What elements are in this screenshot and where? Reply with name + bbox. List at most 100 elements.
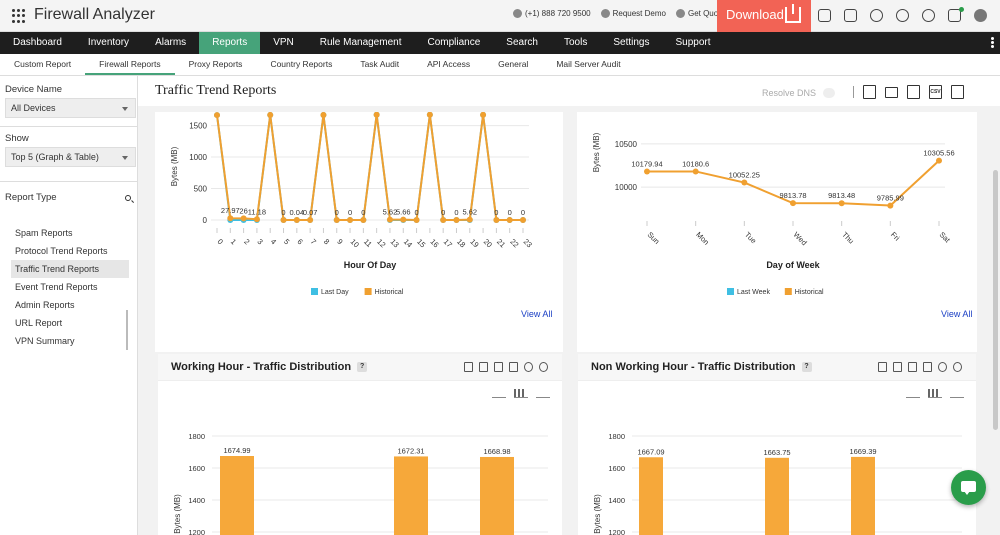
excel-icon[interactable]: [951, 85, 964, 99]
refresh-icon[interactable]: [524, 362, 533, 372]
data-label: 9813.48: [828, 191, 855, 200]
search-icon[interactable]: [125, 195, 131, 201]
show-label: Show: [5, 133, 29, 144]
csv-icon[interactable]: [494, 362, 503, 372]
data-point: [400, 216, 407, 223]
legend-label: Historical: [375, 289, 404, 296]
sidebar-scrollbar[interactable]: [126, 310, 128, 350]
area-chart-icon[interactable]: [492, 389, 506, 398]
expand-icon[interactable]: [953, 362, 962, 372]
search-icon[interactable]: [870, 9, 883, 22]
y-axis-label: Bytes (MB): [593, 494, 602, 534]
page-scrollbar[interactable]: [993, 115, 998, 535]
nav-inventory[interactable]: Inventory: [87, 37, 130, 48]
nav-vpn[interactable]: VPN: [273, 37, 294, 48]
x-tick-label: Sat: [938, 230, 953, 245]
weekly-trend-panel: 100001050011000Bytes (MB)SunMonTueWedThu…: [577, 97, 977, 352]
sidebar-item-vpn-summary[interactable]: VPN Summary: [15, 336, 75, 346]
data-label: 5.62: [383, 208, 398, 217]
avatar[interactable]: [974, 9, 987, 22]
nav-search[interactable]: Search: [506, 37, 538, 48]
panel-title: Working Hour - Traffic Distribution?: [171, 361, 368, 373]
expand-icon[interactable]: [539, 362, 548, 372]
x-tick-label: Mon: [694, 230, 711, 247]
sidebar-item-url-report[interactable]: URL Report: [15, 318, 63, 328]
sidebar-item-admin-reports[interactable]: Admin Reports: [15, 300, 75, 310]
show-select[interactable]: Top 5 (Graph & Table): [5, 147, 136, 167]
get-quote-link[interactable]: Get Quote: [675, 9, 725, 18]
sidebar-item-event-trend-reports[interactable]: Event Trend Reports: [15, 282, 98, 292]
excel-icon[interactable]: [923, 362, 932, 372]
subnav-proxy-reports[interactable]: Proxy Reports: [188, 59, 243, 69]
app-grid-icon[interactable]: [12, 9, 26, 23]
rocket-icon[interactable]: [818, 9, 831, 22]
line-chart-icon[interactable]: [536, 389, 550, 398]
subnav-custom-report[interactable]: Custom Report: [14, 59, 72, 69]
help-icon[interactable]: ?: [801, 362, 812, 373]
x-tick-label: Tue: [743, 230, 758, 245]
y-tick-label: 1800: [188, 432, 205, 441]
sidebar-item-protocol-trend-reports[interactable]: Protocol Trend Reports: [15, 246, 108, 256]
video-icon[interactable]: [844, 9, 857, 22]
pdf-icon[interactable]: [893, 362, 902, 372]
license-icon[interactable]: [948, 7, 964, 22]
scrollbar-thumb[interactable]: [993, 170, 998, 430]
resolve-dns-toggle[interactable]: [823, 88, 835, 98]
bar-chart-icon[interactable]: [514, 389, 528, 398]
nav-alarms[interactable]: Alarms: [155, 37, 187, 48]
y-tick-label: 1500: [189, 122, 207, 131]
schedule-icon[interactable]: [863, 85, 876, 99]
request-demo-link[interactable]: Request Demo: [600, 9, 666, 18]
mail-icon[interactable]: [878, 362, 887, 372]
subnav-mail-server-audit[interactable]: Mail Server Audit: [556, 59, 621, 69]
line-chart-icon[interactable]: [950, 389, 964, 398]
sidebar-item-traffic-trend-reports[interactable]: Traffic Trend Reports: [11, 260, 129, 278]
nav-support[interactable]: Support: [675, 37, 711, 48]
x-tick-label: 17: [442, 237, 454, 249]
gear-icon[interactable]: [922, 9, 935, 22]
sidebar-divider: [0, 126, 138, 127]
bar: [480, 456, 514, 535]
view-all-link[interactable]: View All: [941, 309, 973, 319]
subnav-task-audit[interactable]: Task Audit: [360, 59, 400, 69]
chat-button[interactable]: [951, 470, 986, 505]
subnav-country-reports[interactable]: Country Reports: [270, 59, 333, 69]
bar-chart-icon[interactable]: [928, 389, 942, 398]
subnav-api-access[interactable]: API Access: [427, 59, 471, 69]
excel-icon[interactable]: [509, 362, 518, 372]
y-axis-label: Bytes (MB): [173, 494, 182, 534]
subnav-general[interactable]: General: [498, 59, 529, 69]
csv-icon[interactable]: [908, 362, 917, 372]
subnav-firewall-reports[interactable]: Firewall Reports: [85, 54, 175, 75]
nav-dashboard[interactable]: Dashboard: [13, 37, 62, 48]
pdf-icon[interactable]: [479, 362, 488, 372]
refresh-icon[interactable]: [938, 362, 947, 372]
data-point: [692, 168, 699, 175]
nav-tools[interactable]: Tools: [563, 37, 588, 48]
pdf-icon[interactable]: [907, 85, 920, 99]
sidebar-item-spam-reports[interactable]: Spam Reports: [15, 228, 73, 238]
nav-reports[interactable]: Reports: [199, 32, 261, 54]
phone-link[interactable]: (+1) 888 720 9500: [513, 9, 591, 18]
help-icon[interactable]: ?: [357, 362, 368, 373]
csv-icon[interactable]: CSV: [929, 85, 942, 99]
bell-icon[interactable]: [896, 9, 909, 22]
nav-settings[interactable]: Settings: [613, 37, 650, 48]
data-label: 0: [508, 208, 512, 217]
data-label: 0: [441, 208, 445, 217]
y-tick-label: 10000: [615, 183, 638, 192]
download-button[interactable]: Download: [717, 0, 811, 32]
nav-compliance[interactable]: Compliance: [427, 37, 481, 48]
mail-icon[interactable]: [464, 362, 473, 372]
mail-icon[interactable]: [885, 87, 898, 98]
area-chart-icon[interactable]: [906, 389, 920, 398]
data-point: [320, 111, 327, 118]
data-label: 11.18: [248, 207, 266, 216]
phone-icon: [513, 9, 522, 18]
more-menu-icon[interactable]: [991, 37, 994, 49]
view-all-link[interactable]: View All: [521, 309, 553, 319]
device-name-select[interactable]: All Devices: [5, 98, 136, 118]
nav-rule-management[interactable]: Rule Management: [319, 37, 402, 48]
data-point: [347, 217, 354, 223]
data-point: [520, 217, 526, 223]
